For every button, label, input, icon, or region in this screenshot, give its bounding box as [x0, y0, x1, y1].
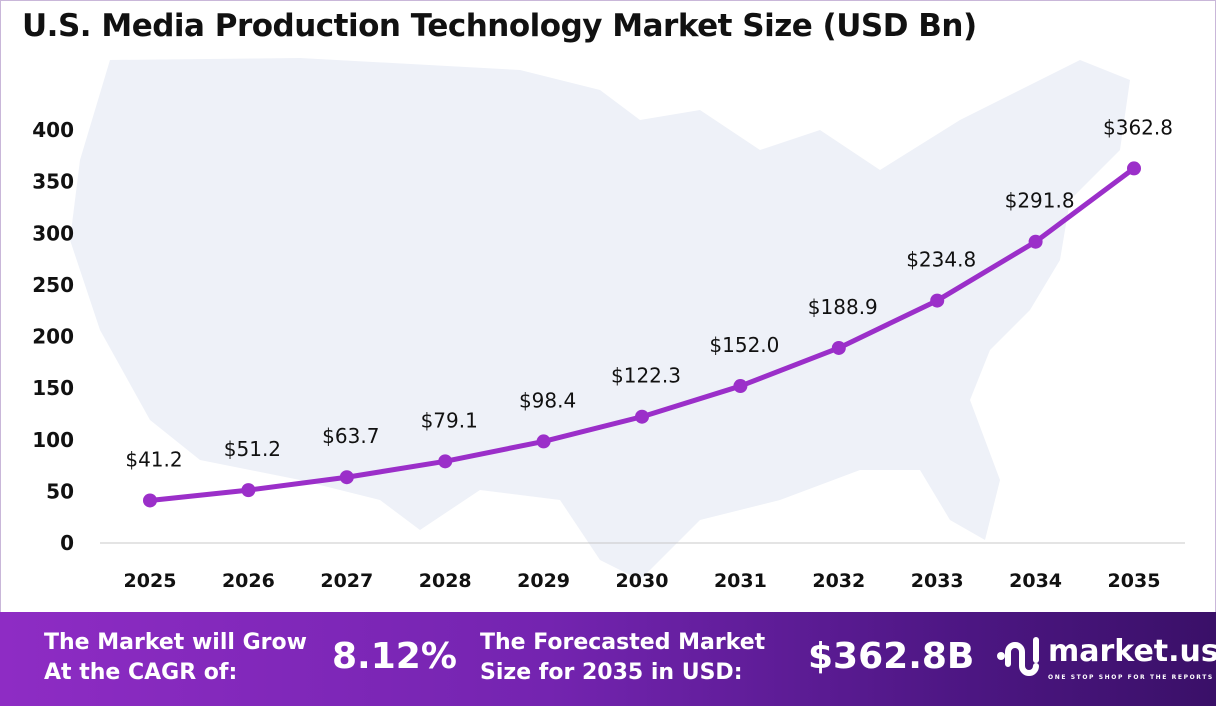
x-tick-label: 2030 — [616, 570, 669, 592]
forecast-label-line1: The Forecasted Market — [480, 630, 766, 655]
x-tick-label: 2029 — [517, 570, 570, 592]
data-label: $234.8 — [906, 248, 976, 272]
data-point — [339, 470, 354, 485]
cagr-value: 8.12% — [332, 636, 457, 677]
x-tick-label: 2035 — [1108, 570, 1161, 592]
cagr-label-line2: At the CAGR of: — [44, 660, 238, 685]
footer-banner: The Market will Grow At the CAGR of: 8.1… — [0, 612, 1216, 706]
data-label: $79.1 — [421, 408, 478, 432]
data-label: $98.4 — [519, 388, 576, 412]
y-tick-label: 400 — [32, 118, 74, 142]
data-point — [733, 379, 748, 394]
data-point — [1127, 161, 1141, 176]
y-tick-label: 50 — [46, 479, 74, 503]
data-label: $63.7 — [322, 424, 379, 448]
y-tick-label: 150 — [32, 376, 74, 400]
y-tick-label: 200 — [32, 325, 74, 349]
data-label: $51.2 — [224, 437, 281, 461]
x-tick-label: 2032 — [812, 570, 865, 592]
data-label: $188.9 — [808, 295, 878, 319]
logo-name: market.us — [1048, 634, 1216, 669]
data-label: $362.8 — [1103, 115, 1173, 139]
x-tick-label: 2025 — [124, 570, 177, 592]
chart-title: U.S. Media Production Technology Market … — [22, 8, 977, 44]
data-point — [241, 483, 256, 498]
data-point — [143, 493, 157, 508]
x-tick-label: 2027 — [320, 570, 373, 592]
y-tick-label: 100 — [32, 428, 74, 452]
x-tick-label: 2033 — [911, 570, 964, 592]
y-tick-label: 0 — [60, 531, 74, 555]
data-point — [635, 409, 649, 424]
us-map-watermark — [70, 58, 1130, 580]
forecast-label-line2: Size for 2035 in USD: — [480, 660, 743, 685]
x-tick-label: 2031 — [714, 570, 767, 592]
data-label: $152.0 — [709, 333, 779, 357]
data-point — [536, 434, 551, 449]
market-us-logo: market.us ONE STOP SHOP FOR THE REPORTS — [996, 634, 1216, 681]
cagr-label-line1: The Market will Grow — [44, 630, 307, 655]
logo-tagline: ONE STOP SHOP FOR THE REPORTS — [1048, 674, 1214, 681]
data-point — [930, 293, 945, 308]
x-tick-label: 2028 — [419, 570, 472, 592]
data-label: $291.8 — [1005, 189, 1075, 213]
forecast-label: The Forecasted Market Size for 2035 in U… — [480, 628, 765, 688]
x-tick-label: 2034 — [1009, 570, 1062, 592]
data-label: $122.3 — [611, 364, 681, 388]
y-tick-label: 350 — [32, 170, 74, 194]
cagr-label: The Market will Grow At the CAGR of: — [44, 628, 307, 688]
y-tick-label: 300 — [32, 221, 74, 245]
data-point — [831, 340, 846, 355]
line-chart: 0 50 100 150 200 250 300 350 400 2025 2026 2027 202… — [32, 58, 1185, 592]
data-point — [1028, 234, 1043, 249]
logo-mark-icon — [997, 637, 1039, 676]
data-point — [438, 454, 453, 469]
y-tick-label: 250 — [32, 273, 74, 297]
x-tick-label: 2026 — [222, 570, 275, 592]
data-label: $41.2 — [125, 447, 182, 471]
forecast-value: $362.8B — [808, 636, 975, 677]
